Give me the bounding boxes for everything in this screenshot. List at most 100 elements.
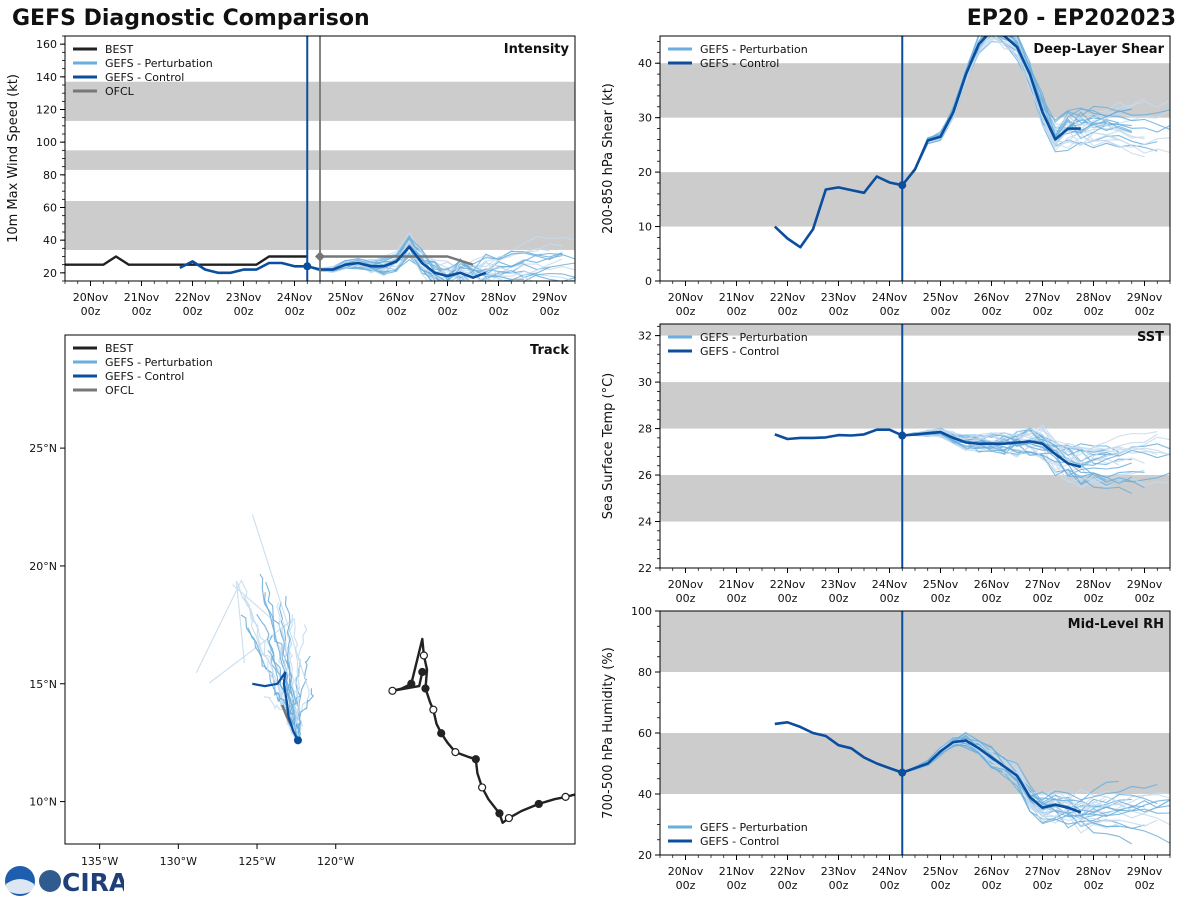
y-tick-label: 24 <box>638 516 652 529</box>
x-tick-label-day: 22Nov <box>770 865 806 878</box>
x-tick-label: 125°W <box>238 855 275 868</box>
best-track-line <box>65 255 308 266</box>
perturbation-member-line <box>901 36 1132 186</box>
perturbation-track-line <box>294 688 315 741</box>
legend-label: GEFS - Perturbation <box>105 356 213 369</box>
x-tick-label-hour: 00z <box>727 305 747 318</box>
x-tick-label-hour: 00z <box>880 592 900 605</box>
panel-title: Intensity <box>504 42 570 57</box>
y-tick-label: 20 <box>43 267 57 280</box>
y-tick-label: 28 <box>638 423 652 436</box>
x-tick-label-day: 22Nov <box>770 578 806 591</box>
x-tick-label-day: 27Nov <box>1025 865 1061 878</box>
shear-panel: 01020304020Nov00z21Nov00z22Nov00z23Nov00… <box>601 35 1171 318</box>
y-tick-label: 80 <box>43 169 57 182</box>
x-tick-label-day: 24Nov <box>872 865 908 878</box>
y-axis-label: 700-500 hPa Humidity (%) <box>601 647 616 819</box>
x-tick-label-day: 26Nov <box>974 578 1010 591</box>
x-tick-label-day: 29Nov <box>1127 291 1163 304</box>
ofcl-marker <box>315 251 325 262</box>
x-tick-label-day: 22Nov <box>175 291 211 304</box>
y-tick-label: 160 <box>36 38 57 51</box>
x-tick-label-hour: 00z <box>880 879 900 892</box>
y-tick-label: 100 <box>631 605 652 618</box>
x-tick-label-day: 28Nov <box>1076 865 1112 878</box>
x-tick-label-day: 29Nov <box>1127 578 1163 591</box>
y-tick-label: 10°N <box>29 796 57 809</box>
x-tick-label-hour: 00z <box>676 305 696 318</box>
perturbation-member-line <box>902 424 1158 462</box>
best-track-point <box>534 799 543 809</box>
legend-label: GEFS - Control <box>105 370 184 383</box>
perturbation-member-line <box>307 250 492 281</box>
best-track-point <box>437 729 446 738</box>
x-tick-label-day: 26Nov <box>379 291 415 304</box>
legend-label: GEFS - Control <box>105 71 184 84</box>
best-track-point <box>478 783 487 792</box>
x-tick-label-hour: 00z <box>982 879 1002 892</box>
x-tick-label-hour: 00z <box>387 305 407 318</box>
x-tick-label-day: 22Nov <box>770 291 806 304</box>
best-track-point <box>561 792 570 801</box>
category-band <box>660 475 1170 522</box>
y-tick-label: 40 <box>638 57 652 70</box>
x-tick-label-hour: 00z <box>285 305 305 318</box>
x-tick-label-hour: 00z <box>1135 305 1155 318</box>
x-tick-label-day: 20Nov <box>668 865 704 878</box>
x-tick-label-hour: 00z <box>489 305 509 318</box>
y-tick-label: 32 <box>638 330 652 343</box>
plot-area <box>660 324 1170 568</box>
x-tick-label-day: 28Nov <box>1076 578 1112 591</box>
panel-title: Mid-Level RH <box>1068 617 1164 632</box>
category-band <box>660 382 1170 429</box>
y-tick-label: 60 <box>43 202 57 215</box>
y-tick-label: 15°N <box>29 678 57 691</box>
sst-panel: 22242628303220Nov00z21Nov00z22Nov00z23No… <box>601 323 1171 605</box>
x-tick-label-day: 27Nov <box>1025 578 1061 591</box>
perturbation-member-line <box>902 428 1158 466</box>
best-track-point <box>388 686 397 695</box>
control-line <box>774 428 1082 469</box>
best-track-point <box>421 684 430 693</box>
init-point <box>303 262 312 271</box>
y-tick-label: 20°N <box>29 560 57 573</box>
x-tick-label-day: 27Nov <box>430 291 466 304</box>
x-tick-label-day: 23Nov <box>226 291 262 304</box>
y-tick-label: 22 <box>638 562 652 575</box>
x-tick-label-hour: 00z <box>1084 879 1104 892</box>
best-track-point <box>495 809 504 818</box>
category-band <box>660 324 1170 336</box>
best-track-point <box>418 667 427 677</box>
x-tick-label-day: 26Nov <box>974 291 1010 304</box>
x-tick-label-day: 23Nov <box>821 578 857 591</box>
x-tick-label-hour: 00z <box>132 305 152 318</box>
category-band <box>660 611 1170 672</box>
y-tick-label: 20 <box>638 849 652 862</box>
x-tick-label-hour: 00z <box>727 592 747 605</box>
x-tick-label-day: 24Nov <box>872 291 908 304</box>
y-tick-label: 80 <box>638 666 652 679</box>
y-tick-label: 30 <box>638 112 652 125</box>
x-tick-label-hour: 00z <box>1135 592 1155 605</box>
legend-label: GEFS - Control <box>700 345 779 358</box>
x-tick-label-day: 24Nov <box>277 291 313 304</box>
x-tick-label-day: 26Nov <box>974 865 1010 878</box>
x-tick-label-day: 28Nov <box>481 291 517 304</box>
x-tick-label-day: 29Nov <box>532 291 568 304</box>
plot-area <box>65 36 575 281</box>
x-tick-label-hour: 00z <box>234 305 254 318</box>
perturbation-track-line <box>295 662 301 741</box>
control-track-line <box>252 671 299 741</box>
control-line <box>773 36 1081 249</box>
legend-label: OFCL <box>105 85 135 98</box>
perturbation-track-line <box>293 624 308 743</box>
legend-label: BEST <box>105 43 133 56</box>
x-tick-label-hour: 00z <box>1084 592 1104 605</box>
y-tick-label: 100 <box>36 136 57 149</box>
init-point <box>898 768 907 777</box>
x-tick-label-day: 27Nov <box>1025 291 1061 304</box>
x-tick-label-hour: 00z <box>727 879 747 892</box>
y-tick-label: 40 <box>638 788 652 801</box>
x-tick-label-hour: 00z <box>336 305 356 318</box>
